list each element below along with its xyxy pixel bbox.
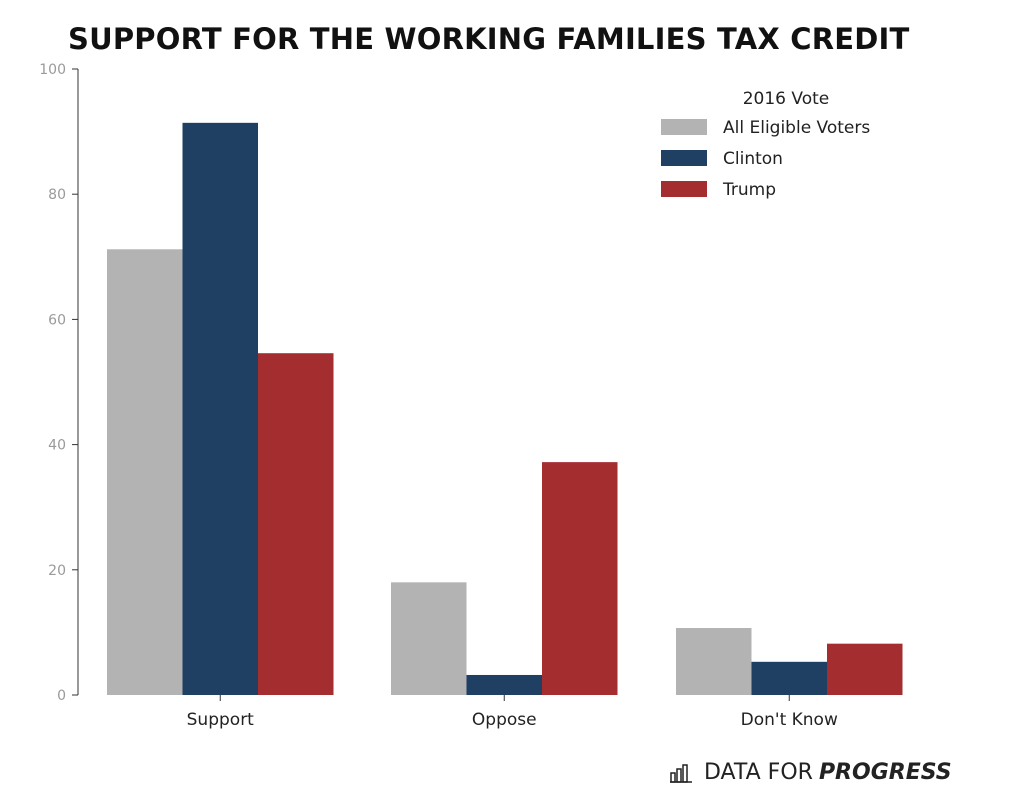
y-tick-label: 0 [57, 688, 66, 704]
bar-don-t-know-clinton [751, 661, 827, 695]
bar-don-t-know-trump [827, 643, 903, 695]
x-tick-label-support: Support [187, 710, 255, 730]
x-tick-label-oppose: Oppose [472, 710, 537, 730]
bar-support-trump [258, 353, 334, 695]
bar-don-t-know-all-eligible-voters [676, 628, 752, 695]
legend-title: 2016 Vote [743, 89, 830, 109]
data-for-progress-branding: DATA FOR PROGRESS [670, 760, 952, 785]
bar-oppose-all-eligible-voters [391, 582, 467, 695]
y-tick-label: 80 [48, 187, 66, 203]
legend-label-clinton: Clinton [723, 149, 783, 169]
legend-swatch-clinton [661, 150, 707, 166]
legend-label-all-eligible-voters: All Eligible Voters [723, 118, 870, 138]
branding-strong: PROGRESS [818, 760, 952, 785]
y-tick-label: 60 [48, 312, 66, 328]
y-tick-label: 20 [48, 563, 66, 579]
legend-label-trump: Trump [722, 180, 776, 200]
branding-prefix: DATA FOR [704, 760, 813, 785]
bar-support-clinton [182, 122, 258, 695]
legend-swatch-all-eligible-voters [661, 119, 707, 135]
chart-title: SUPPORT FOR THE WORKING FAMILIES TAX CRE… [68, 22, 910, 56]
bar-chart-icon [670, 763, 692, 783]
x-tick-label-don-t-know: Don't Know [741, 710, 838, 730]
bar-support-all-eligible-voters [107, 249, 183, 695]
bar-oppose-trump [542, 462, 618, 695]
y-tick-label: 100 [39, 62, 66, 78]
y-tick-label: 40 [48, 438, 66, 454]
bar-oppose-clinton [466, 674, 542, 695]
legend-swatch-trump [661, 181, 707, 197]
